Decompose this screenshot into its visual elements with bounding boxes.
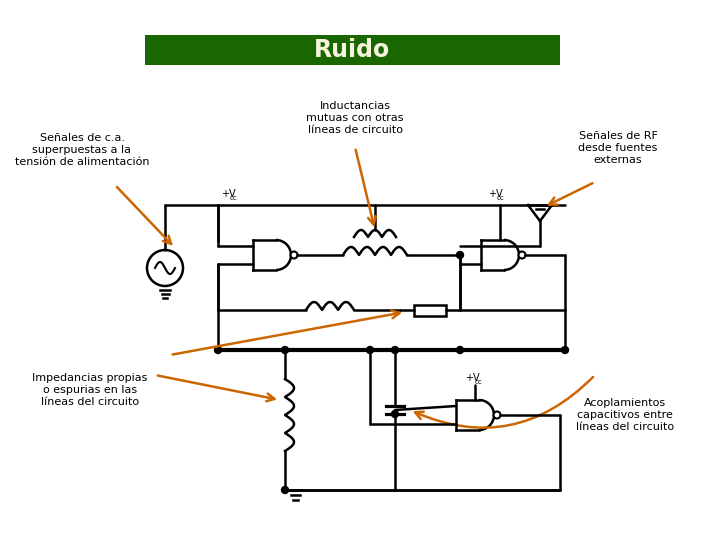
Text: cc: cc [497, 195, 505, 201]
Circle shape [518, 252, 526, 259]
Text: +V: +V [465, 373, 480, 383]
FancyBboxPatch shape [145, 35, 560, 65]
Circle shape [456, 252, 464, 259]
Text: cc: cc [475, 379, 482, 385]
Text: Ruido: Ruido [314, 38, 390, 62]
Circle shape [456, 347, 464, 354]
Circle shape [282, 487, 289, 494]
Circle shape [562, 347, 569, 354]
Circle shape [282, 347, 289, 354]
Circle shape [290, 252, 297, 259]
Circle shape [392, 410, 398, 417]
Text: +V: +V [221, 189, 235, 199]
Circle shape [493, 411, 500, 418]
Text: Impedancias propias
o espurias en las
líneas del circuito: Impedancias propias o espurias en las lí… [32, 373, 148, 407]
Circle shape [215, 347, 222, 354]
Text: Señales de RF
desde fuentes
externas: Señales de RF desde fuentes externas [578, 131, 657, 165]
Text: Inductancias
mutuas con otras
líneas de circuito: Inductancias mutuas con otras líneas de … [306, 102, 404, 134]
Text: Señales de c.a.
superpuestas a la
tensión de alimentación: Señales de c.a. superpuestas a la tensió… [14, 133, 149, 167]
Text: Acoplamientos
capacitivos entre
líneas del circuito: Acoplamientos capacitivos entre líneas d… [576, 399, 674, 431]
Text: cc: cc [230, 195, 238, 201]
FancyArrowPatch shape [415, 377, 593, 428]
Bar [414, 305, 446, 315]
Circle shape [392, 347, 398, 354]
Text: +V: +V [488, 189, 503, 199]
Circle shape [366, 347, 374, 354]
